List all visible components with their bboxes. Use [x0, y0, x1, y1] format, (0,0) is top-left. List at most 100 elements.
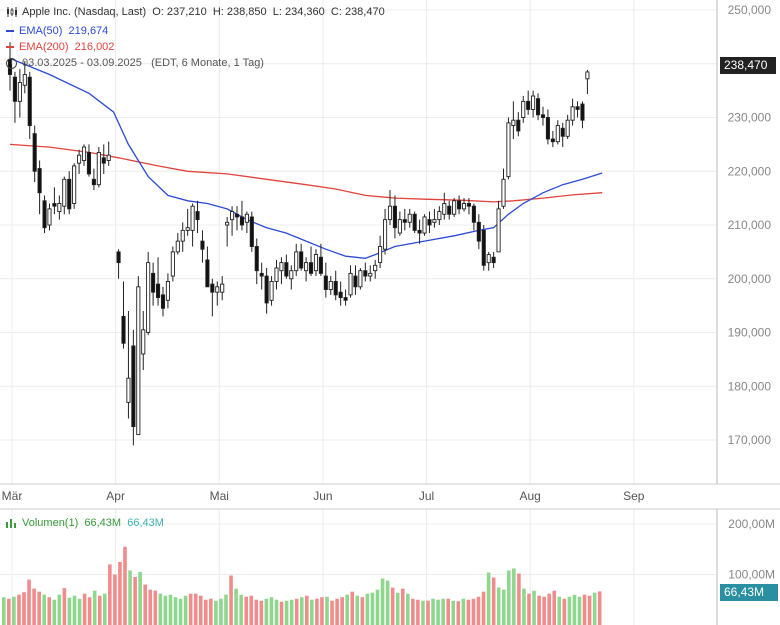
volume-bar [451, 600, 456, 625]
volume-bar [113, 574, 117, 625]
candle [146, 251, 151, 336]
candle [412, 211, 417, 234]
volume-bar [214, 600, 218, 625]
volume-bar [355, 595, 360, 625]
candle [471, 203, 476, 231]
candle [239, 200, 244, 231]
volume-bar [229, 575, 233, 625]
candle [244, 211, 249, 234]
candle [392, 195, 397, 239]
candle [353, 265, 358, 295]
volume-bar [193, 593, 198, 625]
candle [200, 230, 205, 263]
candle [175, 233, 180, 255]
volume-bar [370, 592, 375, 625]
volume-bars-icon [6, 518, 16, 528]
volume-bar [456, 601, 461, 625]
candle [422, 214, 427, 236]
volume-bar [416, 599, 420, 625]
candle [545, 109, 550, 145]
volume-bar [552, 590, 557, 625]
ema50-row: EMA(50) 219,674 [6, 24, 385, 38]
price-tick-label: 220,000 [728, 164, 772, 178]
volume-bar [234, 588, 238, 625]
candle [279, 257, 284, 285]
volume-bar [97, 595, 102, 625]
candle [407, 208, 412, 228]
volume-bar [92, 590, 97, 625]
candle [37, 160, 42, 215]
candle [259, 262, 264, 290]
volume-bar [108, 564, 112, 625]
candle [131, 329, 136, 446]
volume-row: Volumen(1) 66,43M 66,43M [6, 516, 164, 530]
volume-tick-label: 100,00M [728, 568, 775, 582]
volume-bar [411, 598, 415, 625]
volume-bar [421, 600, 425, 625]
close-value: C: 238,470 [330, 6, 385, 18]
volume-bar [345, 594, 349, 625]
candle [313, 249, 319, 277]
candle [481, 225, 486, 271]
month-tick-label: Mai [210, 489, 229, 503]
volume-bar [178, 598, 183, 625]
volume-bar [198, 595, 203, 625]
candles-layer [7, 42, 590, 446]
volume-bar [567, 596, 572, 625]
candle [511, 101, 516, 139]
candle [27, 71, 32, 139]
volume-bar [269, 597, 274, 625]
candle [220, 276, 225, 301]
volume-bar [325, 596, 329, 625]
ema50-label: EMA(50) [19, 25, 63, 37]
candle [565, 114, 570, 139]
volume-bar [123, 546, 127, 625]
candle [42, 195, 47, 234]
volume-bar [426, 600, 430, 625]
volume-bar [597, 591, 602, 625]
price-tick-label: 170,000 [728, 433, 772, 447]
volume-bar [188, 593, 193, 625]
volume-bar [32, 588, 36, 625]
volume-bar [128, 570, 132, 625]
candle [170, 246, 175, 282]
volume-bar [335, 598, 339, 625]
volume-tick-label: 200,00M [728, 517, 775, 531]
candle [254, 238, 259, 285]
volume-bar [436, 599, 440, 625]
ema200-row: EMA(200) 216,002 [6, 40, 385, 54]
volume-bar [77, 598, 82, 625]
price-legend: Apple Inc. (Nasdaq, Last) O: 237,210 H: … [6, 5, 385, 70]
candle [151, 262, 156, 306]
candle [294, 243, 299, 277]
candle [432, 208, 437, 228]
range-row: 03.03.2025 - 03.09.2025 (EDT, 6 Monate, … [6, 56, 385, 70]
candle [57, 195, 62, 220]
candle [106, 141, 111, 166]
candle [96, 147, 101, 188]
candle [535, 93, 541, 121]
volume-legend: Volumen(1) 66,43M 66,43M [6, 516, 164, 530]
candle [116, 249, 121, 279]
volume-bar [183, 595, 188, 625]
candle [397, 211, 402, 236]
candle [101, 144, 106, 174]
volume-value-secondary: 66,43M [127, 517, 164, 529]
candle [180, 222, 185, 252]
candle [67, 171, 72, 215]
candle [155, 257, 161, 306]
candle [318, 243, 323, 277]
candle [91, 168, 96, 191]
candle [457, 195, 462, 215]
volume-bar [67, 597, 72, 625]
candle [299, 243, 304, 271]
volume-bar [481, 591, 486, 625]
candle [210, 278, 215, 317]
price-tick-label: 180,000 [728, 379, 772, 393]
candle [550, 130, 555, 148]
volume-bar [12, 596, 16, 625]
candle [333, 270, 338, 301]
volume-bar [365, 593, 370, 625]
instrument-name: Apple Inc. (Nasdaq, Last) [22, 6, 147, 18]
